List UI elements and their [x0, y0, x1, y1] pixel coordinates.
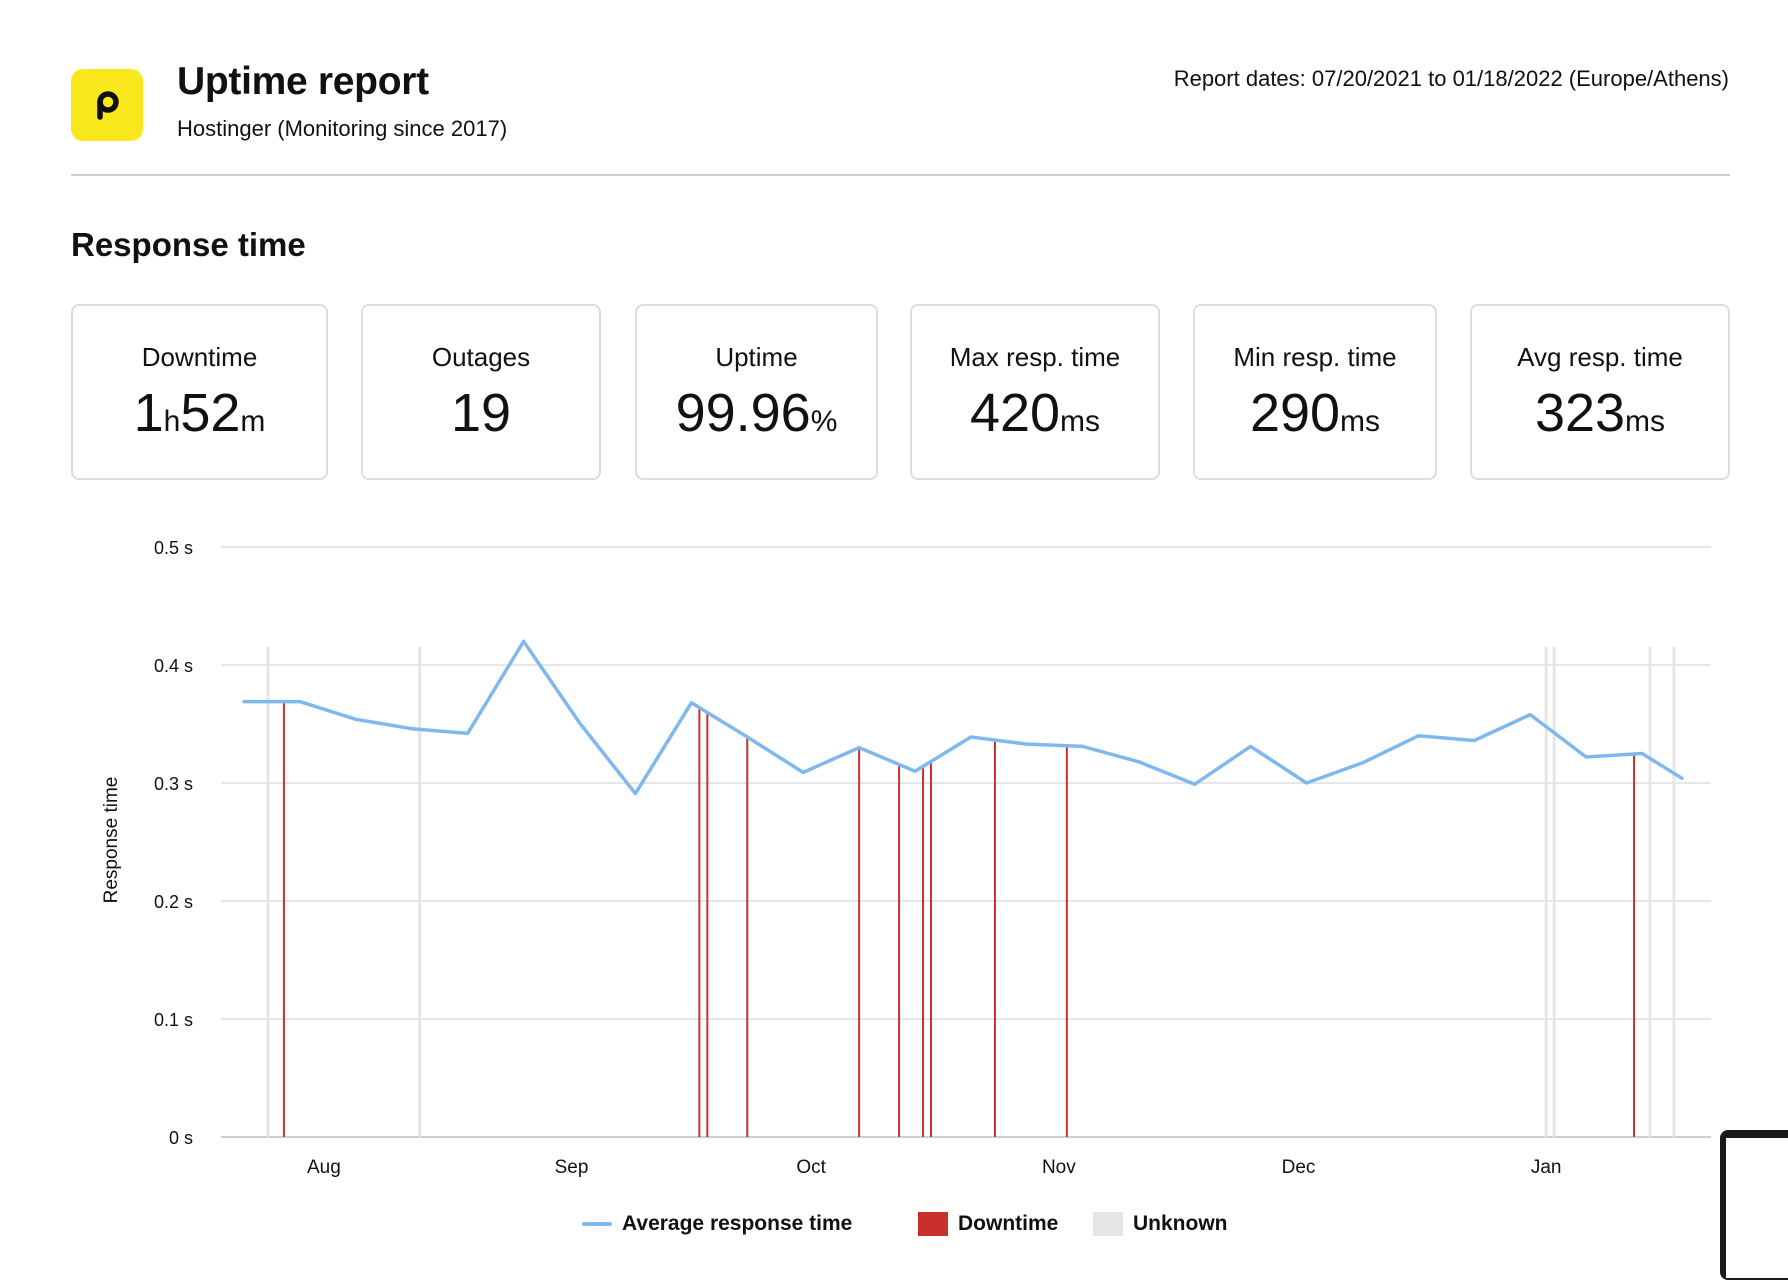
stat-unit: m: [240, 405, 266, 438]
legend-label: Average response time: [622, 1212, 853, 1235]
y-tick-label: 0.2 s: [154, 892, 193, 912]
stat-unit: %: [810, 405, 838, 438]
y-tick-label: 0 s: [169, 1128, 193, 1148]
report-thumbnail: [1720, 1130, 1788, 1280]
response-time-chart: 0 s 0.1 s 0.2 s 0.3 s 0.4 s 0.5 s Aug Sep Oct Nov…: [101, 538, 1711, 1178]
stat-label: Downtime: [141, 342, 258, 372]
legend-item-downtime: Downtime: [918, 1212, 1058, 1236]
legend-unknown-swatch: [1093, 1212, 1123, 1236]
avg-response-line: [242, 639, 1684, 796]
logo-p-icon: [97, 91, 119, 120]
x-tick-label: Oct: [796, 1157, 826, 1178]
page-subtitle: Hostinger (Monitoring since 2017): [177, 116, 508, 141]
stat-value: 420ms: [912, 383, 1158, 452]
stat-card-uptime: Uptime 99.96%: [635, 304, 878, 480]
stat-value: 290ms: [1195, 383, 1435, 452]
report-dates: Report dates: 07/20/2021 to 01/18/2022 (…: [1173, 66, 1729, 91]
stat-card-max-resp: Max resp. time 420ms: [910, 304, 1160, 480]
thumbnail-page: [1726, 1138, 1788, 1278]
stat-unit: ms: [1625, 405, 1666, 438]
page-title: Uptime report: [177, 60, 429, 103]
stat-value: 19: [363, 383, 599, 443]
stat-unit: ms: [1060, 405, 1101, 438]
y-tick-label: 0.5 s: [154, 538, 193, 558]
legend-downtime-swatch: [918, 1212, 948, 1236]
stat-number: 290: [1249, 383, 1341, 443]
stat-label: Min resp. time: [1233, 342, 1397, 372]
legend-label: Unknown: [1133, 1212, 1228, 1235]
stat-value: 323ms: [1472, 383, 1728, 452]
axis-label-layer: 0 s 0.1 s 0.2 s 0.3 s 0.4 s 0.5 s Aug Sep Oct Nov…: [154, 538, 1562, 1178]
x-tick-label: Sep: [555, 1157, 589, 1178]
x-tick-label: Aug: [307, 1157, 341, 1178]
y-tick-label: 0.1 s: [154, 1010, 193, 1030]
stat-label: Max resp. time: [949, 342, 1121, 372]
stat-number: 323: [1534, 383, 1626, 443]
grid-layer: [221, 546, 1711, 1138]
stat-unit: ms: [1340, 405, 1381, 438]
x-tick-label: Jan: [1531, 1157, 1562, 1178]
legend-label: Downtime: [958, 1212, 1059, 1235]
stat-number: 52: [180, 383, 241, 443]
header-divider: [71, 174, 1730, 176]
stat-label: Avg resp. time: [1517, 342, 1683, 372]
stat-number: 1: [133, 383, 164, 443]
stat-card-outages: Outages 19: [361, 304, 601, 480]
stat-value: 1h52m: [73, 383, 326, 452]
line-layer: [242, 639, 1684, 796]
x-tick-label: Nov: [1042, 1157, 1076, 1178]
stat-card-downtime: Downtime 1h52m: [71, 304, 328, 480]
legend-line-swatch: [582, 1222, 612, 1226]
y-tick-label: 0.3 s: [154, 774, 193, 794]
logo: [71, 69, 143, 141]
marker-layer: [266, 647, 1676, 1137]
stat-card-min-resp: Min resp. time 290ms: [1193, 304, 1437, 480]
legend-item-unknown: Unknown: [1093, 1212, 1228, 1236]
y-axis-label: Response time: [101, 777, 122, 904]
stat-label: Uptime: [715, 342, 798, 372]
stat-unit: h: [163, 405, 181, 438]
stat-number: 420: [969, 383, 1061, 443]
x-tick-label: Dec: [1282, 1157, 1316, 1178]
stat-value: 99.96%: [637, 383, 876, 452]
chart-legend: Average response time Downtime Unknown: [0, 1212, 1788, 1242]
legend-item-avg: Average response time: [582, 1212, 852, 1236]
section-title: Response time: [71, 226, 306, 263]
stat-number: 99.96: [675, 383, 811, 443]
stat-number: 19: [450, 383, 512, 443]
stat-card-avg-resp: Avg resp. time 323ms: [1470, 304, 1730, 480]
stat-label: Outages: [431, 342, 531, 372]
y-tick-label: 0.4 s: [154, 656, 193, 676]
